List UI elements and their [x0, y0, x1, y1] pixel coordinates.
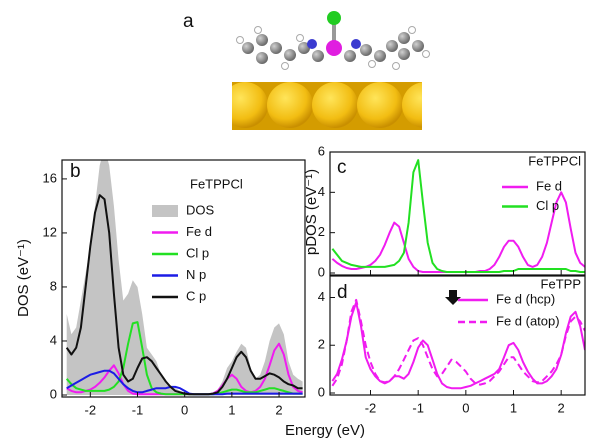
y-tick-label: 0	[50, 386, 57, 401]
panel-label: c	[337, 157, 347, 178]
frame	[329, 275, 586, 396]
x-tick-label: 2	[558, 400, 565, 415]
panel-title: FeTPPCl	[190, 176, 243, 191]
y-axis-label: pDOS (eV⁻¹)	[303, 169, 320, 255]
x-tick-label: -2	[85, 402, 97, 417]
frame	[61, 159, 306, 398]
y-tick-label: 2	[318, 337, 325, 352]
x-axis-label: Energy (eV)	[285, 422, 365, 439]
x-tick-label: -1	[132, 402, 144, 417]
line	[66, 369, 303, 396]
legend-label: C p	[186, 288, 206, 303]
x-tick-label: 2	[275, 402, 282, 417]
frame	[329, 151, 586, 276]
y-tick-label: 6	[318, 143, 325, 158]
line	[331, 159, 585, 273]
x-tick-label: 0	[462, 400, 469, 415]
y-tick-label: 16	[43, 170, 57, 185]
legend-label: Fe d	[186, 224, 212, 239]
legend-swatch	[152, 205, 178, 217]
legend-label: Fe d (hcp)	[496, 291, 555, 306]
panel-label: d	[337, 282, 348, 303]
plot-area	[331, 159, 585, 273]
line	[331, 301, 585, 390]
x-tick-label: -1	[412, 400, 424, 415]
arrow	[445, 290, 461, 305]
y-tick-label: 0	[318, 384, 325, 399]
molecule	[236, 11, 430, 70]
x-tick-label: 0	[181, 402, 188, 417]
panel-title: FeTPPCl	[528, 153, 581, 168]
y-tick-label: 4	[50, 332, 57, 347]
panel-label: b	[70, 161, 81, 182]
y-tick-label: 4	[318, 289, 325, 304]
y-tick-label: 4	[318, 184, 325, 199]
legend-label: Fe d (atop)	[496, 313, 560, 328]
panel-label: a	[183, 11, 194, 32]
y-axis-label: DOS (eV⁻¹)	[15, 239, 32, 317]
line	[331, 298, 585, 387]
legend-label: Fe d	[536, 178, 562, 193]
y-tick-label: 0	[318, 264, 325, 279]
plot-area	[65, 160, 303, 396]
panel-title: FeTPP	[541, 276, 581, 291]
legend-label: N p	[186, 267, 206, 282]
y-tick-label: 8	[50, 278, 57, 293]
legend-label: DOS	[186, 202, 215, 217]
y-tick-label: 12	[43, 224, 57, 239]
plot-area	[331, 298, 585, 390]
area	[66, 160, 303, 395]
legend-label: Cl p	[536, 198, 559, 213]
x-tick-label: -2	[365, 400, 377, 415]
x-tick-label: 1	[510, 400, 517, 415]
gold-surface	[232, 82, 422, 130]
x-tick-label: 1	[228, 402, 235, 417]
y-tick-label: 2	[318, 224, 325, 239]
legend-label: Cl p	[186, 245, 209, 260]
